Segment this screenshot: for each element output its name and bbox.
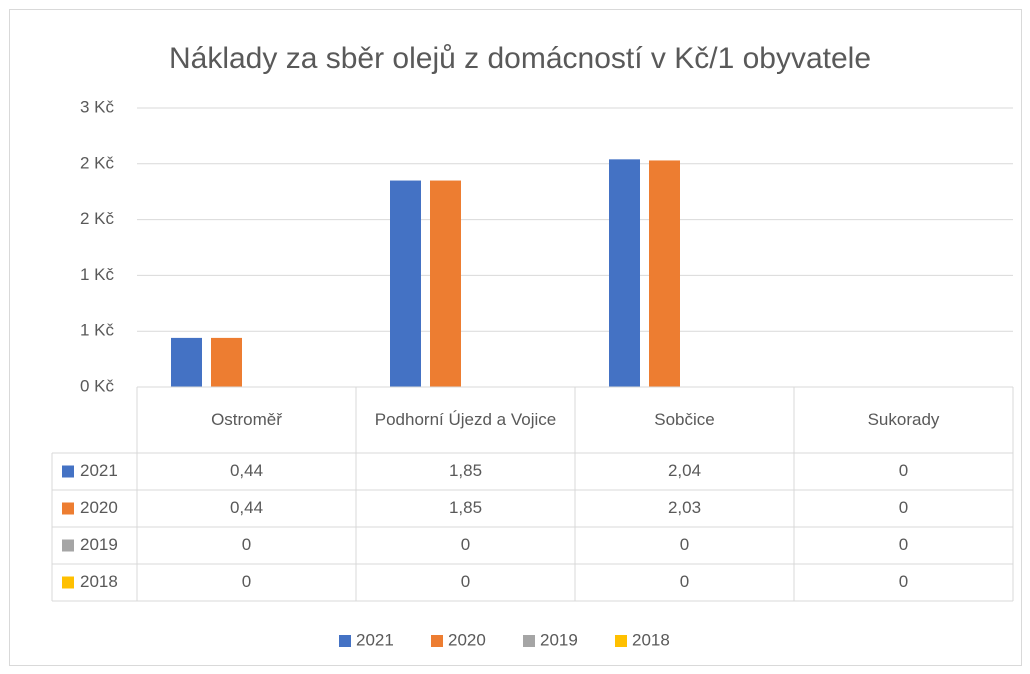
y-tick-label: 2 Kč (80, 209, 115, 228)
table-value: 0 (242, 535, 251, 554)
table-value: 0 (899, 498, 908, 517)
bar (649, 160, 680, 387)
legend-key (339, 635, 351, 647)
legend-key (431, 635, 443, 647)
legend-label: 2021 (356, 630, 394, 649)
x-tick-label: Podhorní Újezd a Vojice (374, 410, 557, 429)
table-series-name: 2020 (80, 498, 118, 517)
table-value: 0 (242, 572, 251, 591)
table-legend-key (62, 576, 74, 589)
y-tick-label: 0 Kč (80, 376, 115, 395)
table-value: 1,85 (449, 498, 482, 517)
table-series-name: 2018 (80, 572, 118, 591)
y-tick-label: 3 Kč (80, 97, 115, 116)
y-tick-label: 1 Kč (80, 265, 115, 284)
table-value: 0 (680, 535, 689, 554)
legend-label: 2018 (632, 630, 670, 649)
table-value: 0 (899, 461, 908, 480)
table-value: 2,03 (668, 498, 701, 517)
bar (609, 159, 640, 387)
table-value: 0 (680, 572, 689, 591)
table-value: 0,44 (230, 461, 263, 480)
table-legend-key (62, 465, 74, 478)
table-value: 0 (461, 535, 470, 554)
legend-label: 2020 (448, 630, 486, 649)
legend-key (615, 635, 627, 647)
table-value: 0 (461, 572, 470, 591)
y-tick-label: 1 Kč (80, 321, 115, 340)
category-cell: Sukorady (867, 410, 940, 429)
category-cell: Ostroměř (211, 410, 282, 429)
table-value: 2,04 (668, 461, 701, 480)
category-cell: Sobčice (654, 410, 715, 429)
table-value: 0 (899, 535, 908, 554)
chart-border (9, 9, 1022, 666)
table-series-name: 2019 (80, 535, 118, 554)
bar (171, 337, 202, 387)
table-value: 0,44 (230, 498, 263, 517)
x-tick-label: Sobčice (654, 410, 715, 429)
bar (390, 180, 421, 387)
category-cell: Podhorní Újezd a Vojice (374, 410, 557, 429)
chart-title: Náklady za sběr olejů z domácností v Kč/… (169, 42, 871, 75)
bar (430, 180, 461, 387)
legend-key (523, 635, 535, 647)
table-value: 1,85 (449, 461, 482, 480)
x-tick-label: Sukorady (867, 410, 940, 429)
bar (211, 337, 242, 387)
table-legend-key (62, 502, 74, 515)
table-value: 0 (899, 572, 908, 591)
legend-label: 2019 (540, 630, 578, 649)
table-series-name: 2021 (80, 461, 118, 480)
x-tick-label: Ostroměř (211, 410, 282, 429)
table-legend-key (62, 539, 74, 552)
y-tick-label: 2 Kč (80, 153, 115, 172)
